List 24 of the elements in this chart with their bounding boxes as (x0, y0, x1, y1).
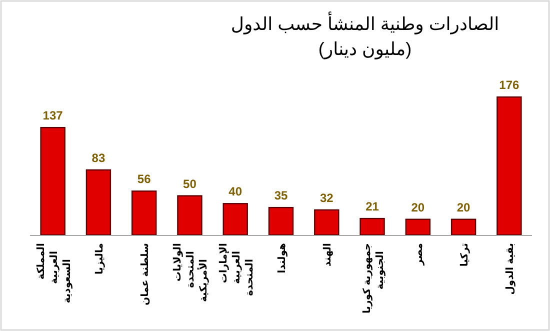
x-tick-label: الهند (322, 243, 334, 267)
x-tick-label: الإمارات العربية المتحدة (218, 243, 256, 296)
chart-subtitle: (مليون دينار) (318, 39, 412, 60)
data-label: 21 (366, 200, 380, 214)
data-label: 50 (183, 176, 197, 191)
x-tick-label: مصر (414, 243, 425, 266)
x-tick-label: تركيا (460, 242, 471, 267)
data-label: 32 (320, 190, 334, 205)
x-tick-label: المملكة العربية السعودية (36, 243, 73, 304)
data-label: 176 (499, 78, 520, 92)
data-label: 137 (42, 108, 64, 123)
x-tick-label: هولندا (277, 242, 288, 274)
x-tick-label: سلطنة عمان (140, 242, 152, 306)
data-label: 20 (456, 200, 471, 214)
data-label: 40 (228, 184, 242, 199)
x-tick-label: بقية الدول (505, 243, 516, 295)
x-tick-label: الولايات المتحدة الأمريكية (172, 243, 210, 302)
data-label: 83 (92, 150, 106, 165)
x-tick-label: جمهورية كوريا الجنوبية (362, 243, 386, 314)
data-label: 20 (411, 200, 425, 214)
data-label: 56 (137, 172, 152, 186)
x-tick-label: ماليزيا (94, 243, 106, 275)
chart-title: الصادرات وطنية المنشأ حسب الدول (230, 11, 500, 35)
data-label: 35 (274, 188, 288, 203)
